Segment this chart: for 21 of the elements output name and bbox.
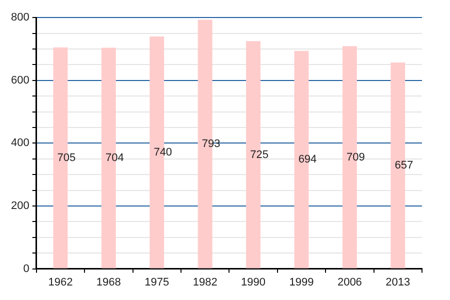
x-tick-label: 1975 [144,276,170,288]
x-tick-label: 1990 [241,276,266,288]
data-label: 704 [105,152,124,164]
y-tick-label: 200 [10,200,30,212]
data-label: 705 [57,152,76,164]
data-label: 740 [154,146,172,158]
data-label: 725 [250,148,268,161]
x-tick-label: 1999 [289,276,314,288]
y-tick-label: 600 [10,74,30,86]
y-tick-label: 800 [10,12,30,24]
x-tick-label: 2013 [386,276,410,288]
x-tick-label: 1968 [96,276,121,288]
data-label: 793 [202,138,220,150]
data-label: 709 [346,151,365,164]
x-tick-label: 2006 [337,276,362,288]
y-tick-label: 400 [10,137,30,150]
data-label: 657 [394,159,414,172]
x-tick-label: 1962 [48,276,73,288]
data-label: 694 [298,154,317,166]
y-tick-label: 0 [23,262,30,275]
x-tick-label: 1982 [192,276,218,288]
